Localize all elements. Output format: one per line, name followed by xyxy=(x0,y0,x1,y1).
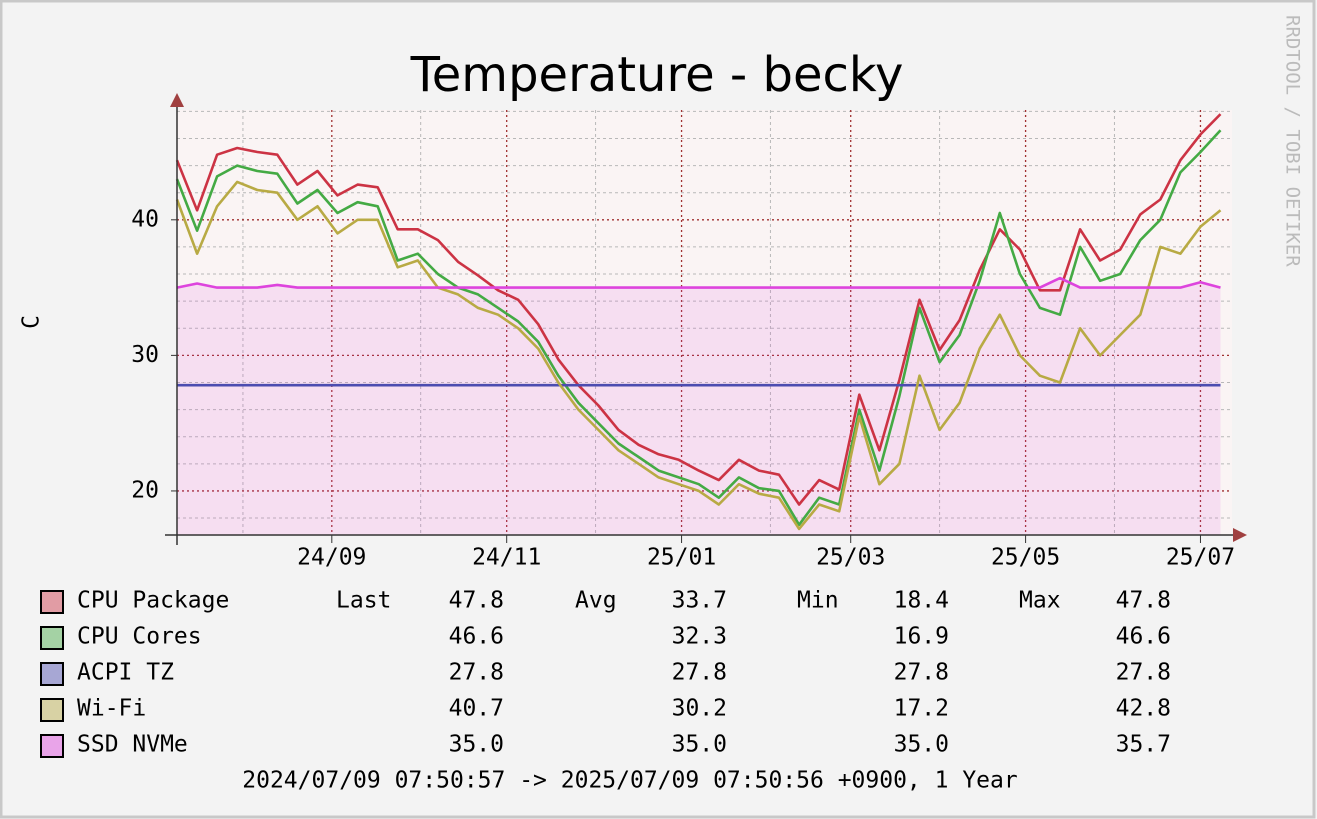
legend-label: CPU Package xyxy=(77,588,229,614)
y-tick-label: 40 xyxy=(131,206,159,232)
legend-header: Min xyxy=(797,588,839,614)
y-arrow xyxy=(170,93,184,107)
legend-value: 35.0 xyxy=(449,732,504,758)
legend-value: 40.7 xyxy=(449,696,504,722)
legend-swatch xyxy=(40,698,64,722)
legend-header: Avg xyxy=(575,588,617,614)
series-line xyxy=(175,113,1222,506)
y-axis-label: C xyxy=(19,315,45,329)
legend-label: CPU Cores xyxy=(77,624,202,650)
legend: Last Avg Min Max CPU Package 47.8 33.7 18.4 47.8… xyxy=(40,588,1171,758)
legend-value: 27.8 xyxy=(894,660,949,686)
x-tick-label: 24/09 xyxy=(297,545,366,571)
legend-label: SSD NVMe xyxy=(77,732,188,758)
y-tick-label: 20 xyxy=(131,477,159,503)
legend-swatch xyxy=(40,626,64,650)
legend-value: 18.4 xyxy=(894,588,949,614)
legend-swatch xyxy=(40,662,64,686)
legend-value: 27.8 xyxy=(1116,660,1171,686)
legend-header: Max xyxy=(1019,588,1061,614)
x-tick-label: 25/05 xyxy=(991,545,1060,571)
legend-value: 17.2 xyxy=(894,696,949,722)
legend-value: 35.7 xyxy=(1116,732,1171,758)
x-arrow xyxy=(1233,528,1247,542)
series-line xyxy=(176,276,1221,289)
legend-value: 46.6 xyxy=(449,624,504,650)
x-tick-label: 25/01 xyxy=(647,545,716,571)
legend-value: 27.8 xyxy=(672,660,727,686)
series-line xyxy=(175,180,1222,531)
legend-value: 32.3 xyxy=(672,624,727,650)
watermark: RRDTOOL / TOBI OETIKER xyxy=(1282,15,1304,267)
legend-value: 42.8 xyxy=(1116,696,1171,722)
series-line xyxy=(175,129,1222,527)
footer: 2024/07/09 07:50:57 -> 2025/07/09 07:50:… xyxy=(242,768,1017,794)
legend-label: Wi-Fi xyxy=(77,696,146,722)
area xyxy=(177,278,1221,535)
legend-swatch xyxy=(40,590,64,614)
legend-swatch xyxy=(40,734,64,758)
legend-header: Last xyxy=(336,588,391,614)
x-tick-label: 25/03 xyxy=(816,545,885,571)
legend-value: 35.0 xyxy=(894,732,949,758)
lines xyxy=(175,113,1222,535)
x-tick-label: 24/11 xyxy=(472,545,541,571)
chart-title: Temperature - becky xyxy=(410,47,904,103)
y-tick-label: 30 xyxy=(131,342,159,368)
x-tick-label: 25/07 xyxy=(1166,545,1235,571)
legend-value: 47.8 xyxy=(449,588,504,614)
legend-value: 35.0 xyxy=(672,732,727,758)
legend-value: 47.8 xyxy=(1116,588,1171,614)
grid xyxy=(177,110,1232,535)
legend-value: 16.9 xyxy=(894,624,949,650)
legend-label: ACPI TZ xyxy=(77,660,174,686)
legend-value: 30.2 xyxy=(672,696,727,722)
legend-value: 27.8 xyxy=(449,660,504,686)
legend-value: 33.7 xyxy=(672,588,727,614)
legend-value: 46.6 xyxy=(1116,624,1171,650)
